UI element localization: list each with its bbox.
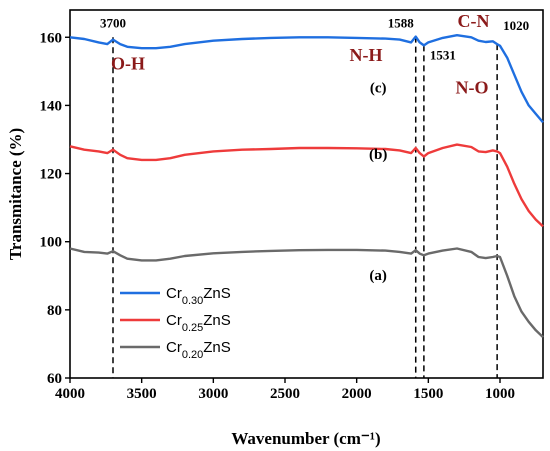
x-tick-label: 2000 — [342, 386, 372, 402]
peak-label-1531: 1531 — [430, 47, 456, 62]
y-tick-label: 120 — [40, 167, 63, 183]
group-label-o-h: O-H — [111, 54, 145, 74]
functional-group-labels: O-H N-H C-N N-O — [111, 11, 489, 97]
x-tick-label: 3000 — [198, 386, 228, 402]
legend-entry-c: Cr0.30ZnS — [166, 285, 231, 307]
series-line-b — [69, 143, 544, 228]
y-tick-label: 80 — [47, 303, 62, 319]
peak-label-3700: 3700 — [100, 15, 126, 30]
x-tick-label: 1500 — [413, 386, 443, 402]
peak-label-1020: 1020 — [503, 18, 529, 33]
series-line-c — [69, 34, 544, 124]
series-line-a — [69, 247, 544, 338]
y-axis-title: Transmitance (%) — [6, 128, 25, 260]
spectrum-curves — [69, 34, 544, 338]
curve-label-c: (c) — [370, 80, 387, 96]
y-tick-label: 60 — [47, 371, 62, 387]
curve-label-a: (a) — [369, 268, 387, 284]
y-axis-ticks: 60 80 100 120 140 160 — [40, 30, 70, 387]
x-tick-label: 3500 — [127, 386, 157, 402]
peak-marker-lines — [112, 36, 498, 378]
y-tick-label: 160 — [40, 30, 63, 46]
plot-area-frame — [69, 9, 544, 379]
y-tick-label: 100 — [40, 235, 63, 251]
x-tick-label: 2500 — [270, 386, 300, 402]
x-axis-title: Wavenumber (cm⁻¹) — [231, 429, 380, 448]
y-tick-label: 140 — [40, 98, 63, 114]
x-axis-ticks: 4000 3500 3000 2500 2000 1500 1000 — [55, 378, 515, 402]
legend-entry-b: Cr0.25ZnS — [166, 312, 231, 334]
group-label-n-o: N-O — [456, 77, 489, 97]
legend: Cr0.30ZnS Cr0.25ZnS Cr0.20ZnS — [120, 285, 231, 361]
x-tick-label: 4000 — [55, 386, 85, 402]
peak-labels: 3700 1588 1531 1020 — [100, 15, 529, 62]
group-label-c-n: C-N — [457, 11, 489, 31]
curve-label-b: (b) — [369, 147, 387, 163]
peak-label-1588: 1588 — [388, 16, 415, 31]
group-label-n-h: N-H — [349, 45, 382, 65]
legend-entry-a: Cr0.20ZnS — [166, 339, 231, 361]
curve-labels: (c) (b) (a) — [369, 80, 387, 283]
x-tick-label: 1000 — [485, 386, 515, 402]
